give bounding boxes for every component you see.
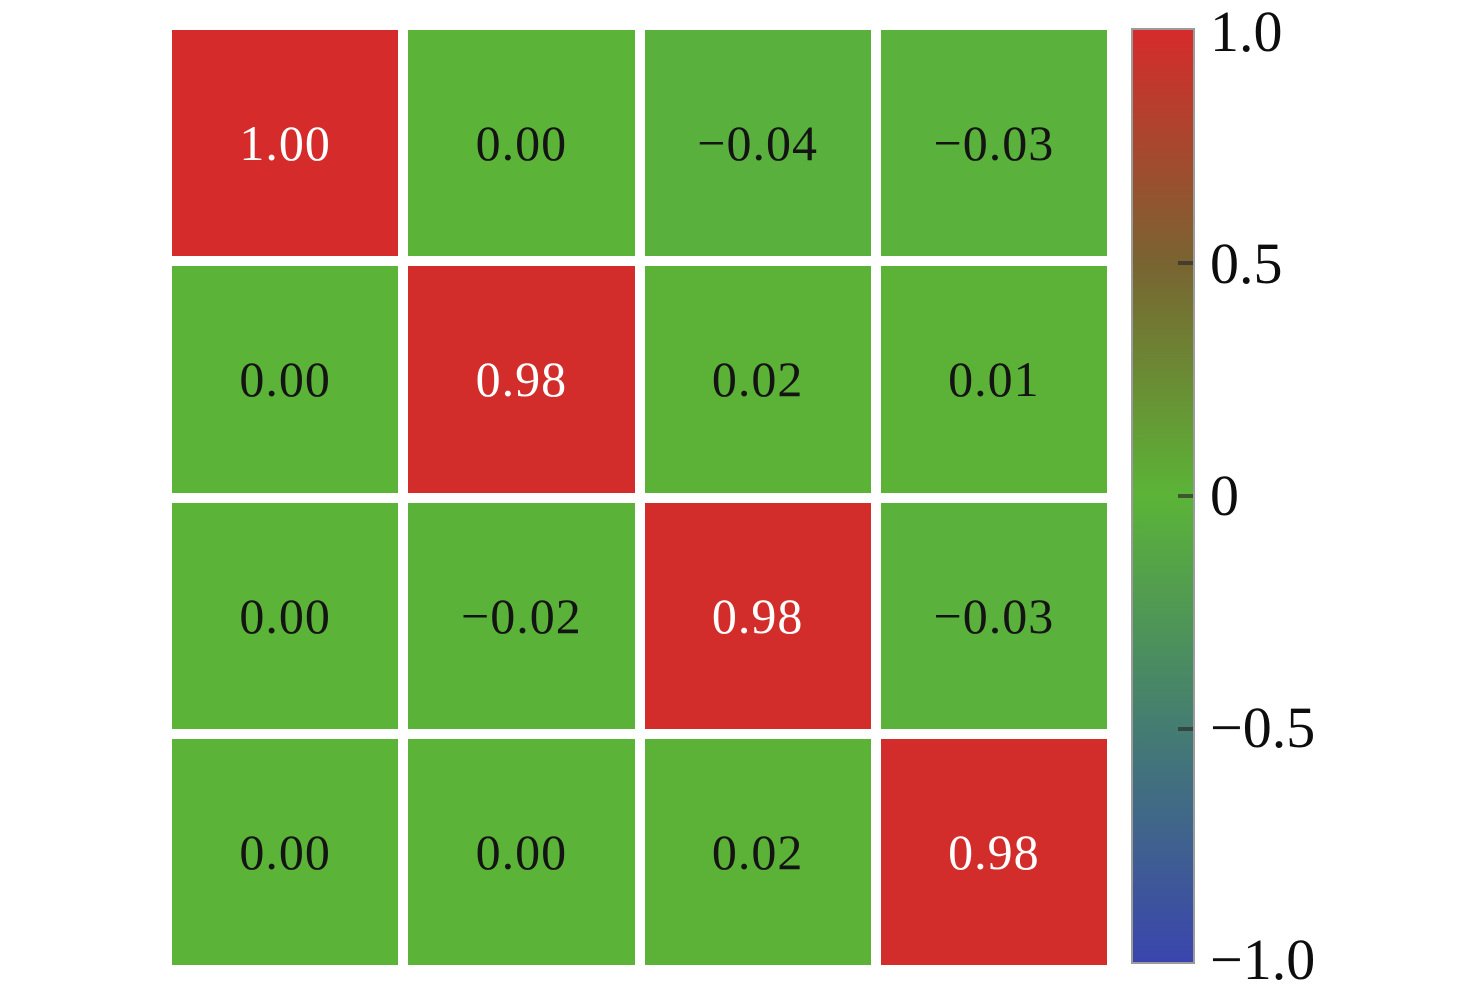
cell-value-label: −0.03 [933, 587, 1055, 644]
cell-value-label: 0.00 [239, 587, 331, 644]
cell-value-label: 0.00 [475, 115, 568, 172]
heatmap-cell: 0.02 [644, 266, 871, 493]
cell-value-label: 0.02 [711, 351, 804, 408]
heatmap-grid: 1.00 0.00 −0.04 −0.03 0.00 0.98 0.02 0.01 0.00 −0… [172, 30, 1107, 965]
heatmap-cell: −0.03 [880, 30, 1107, 257]
cell-value-label: 1.00 [239, 115, 331, 172]
cell-value-label: 0.00 [475, 823, 568, 880]
cell-value-label: 0.98 [948, 823, 1040, 880]
heatmap-cell: 0.00 [408, 30, 635, 257]
colorbar-tick-label: −1.0 [1210, 927, 1316, 992]
cell-value-label: −0.03 [933, 115, 1055, 172]
cell-value-label: 0.00 [239, 823, 331, 880]
heatmap-cell: 0.98 [408, 266, 635, 493]
cell-value-label: 0.02 [711, 823, 804, 880]
colorbar-tick-label: −0.5 [1210, 695, 1316, 760]
heatmap-cell: −0.03 [880, 502, 1107, 729]
colorbar [1131, 28, 1195, 964]
cell-value-label: 0.00 [239, 351, 331, 408]
cell-value-label: 0.98 [475, 351, 568, 408]
colorbar-tick-label: 1.0 [1210, 0, 1283, 64]
heatmap-cell: 0.02 [644, 738, 871, 965]
heatmap-cell: 0.01 [880, 266, 1107, 493]
cell-value-label: −0.04 [697, 115, 818, 172]
heatmap-cell: 0.98 [644, 502, 871, 729]
cell-value-label: 0.01 [948, 351, 1040, 408]
heatmap-cell: 0.00 [172, 266, 399, 493]
heatmap-cell: 0.00 [408, 738, 635, 965]
colorbar-tick-label: 0.5 [1210, 231, 1283, 296]
colorbar-tick-label: 0 [1210, 463, 1239, 528]
cell-value-label: 0.98 [711, 587, 804, 644]
heatmap-cell: 0.00 [172, 502, 399, 729]
cell-value-label: −0.02 [461, 587, 582, 644]
colorbar-tick [1178, 494, 1193, 498]
heatmap-cell: −0.04 [644, 30, 871, 257]
heatmap-cell: 0.00 [172, 738, 399, 965]
heatmap-cell: −0.02 [408, 502, 635, 729]
colorbar-tick [1178, 261, 1193, 265]
heatmap-cell: 0.98 [880, 738, 1107, 965]
heatmap-cell: 1.00 [172, 30, 399, 257]
colorbar-tick [1178, 727, 1193, 731]
